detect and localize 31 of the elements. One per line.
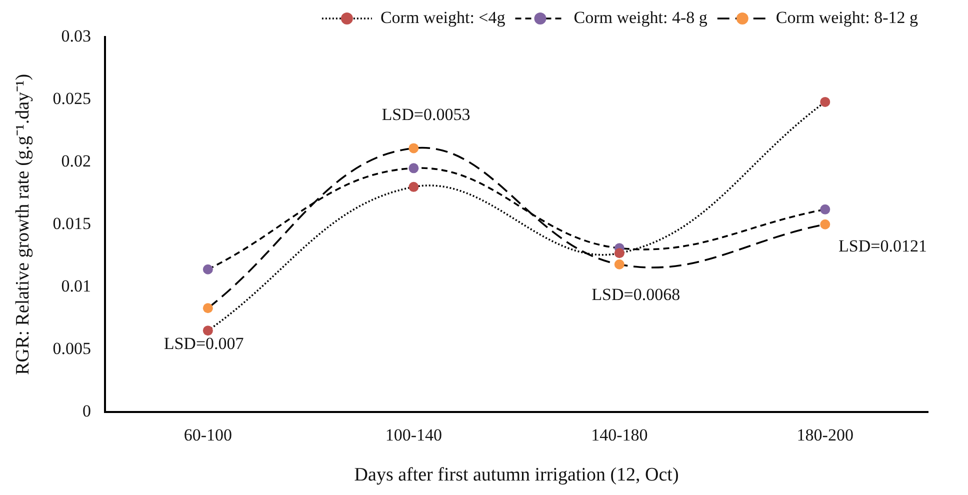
point [202,264,213,274]
annotation: LSD=0.0053 [382,105,470,124]
annotation: LSD=0.007 [164,334,244,353]
point [408,182,419,192]
x-tick-label: 60-100 [184,425,232,444]
point [202,303,213,314]
annotation: LSD=0.0121 [838,236,927,256]
y-tick-label: 0 [82,401,92,420]
point [202,326,213,336]
x-axis-title: Days after first autumn irrigation (12, Oct) [354,464,679,486]
legend-label: Corm weight: <4g [380,8,506,27]
x-tick-label: 100-140 [385,425,442,444]
point [408,143,419,154]
point [820,219,830,230]
point [820,204,830,214]
point [614,248,624,258]
annotation: LSD=0.0068 [592,285,680,304]
y-tick-label: 0.015 [52,214,92,233]
legend-label: Corm weight: 4-8 g [574,8,708,27]
y-tick-label: 0.005 [52,338,92,358]
legend-label: Corm weight: 8-12 g [776,8,918,27]
point [614,259,624,270]
x-tick-label: 140-180 [591,425,648,444]
y-axis-title: RGR: Relative growth rate (g.g⁻¹.day⁻¹) [12,74,34,375]
y-tick-label: 0.02 [61,151,92,170]
y-tick-label: 0.03 [61,26,92,46]
y-tick-label: 0.01 [61,276,92,296]
point [820,96,830,107]
y-tick-label: 0.025 [52,88,92,108]
x-tick-label: 180-200 [796,425,854,444]
point [408,163,419,174]
